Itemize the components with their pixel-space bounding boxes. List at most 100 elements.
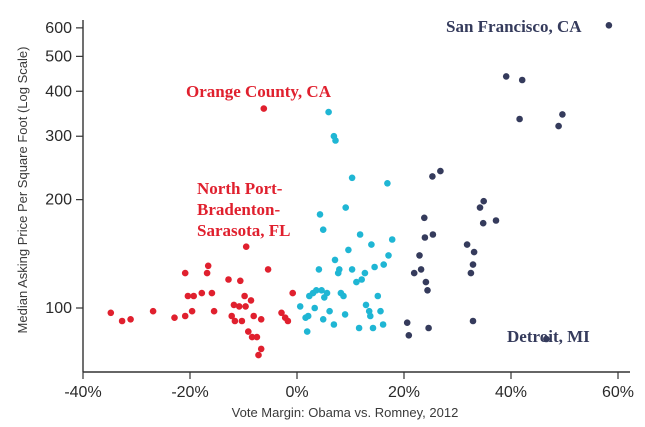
- scatter-point: [502, 73, 510, 80]
- x-axis-ticks: -40% -20% 0% 20% 40% 60%: [64, 372, 634, 401]
- scatter-point: [318, 287, 325, 294]
- scatter-point: [342, 204, 350, 211]
- scatter-point: [470, 248, 478, 256]
- x-tick-label: 20%: [388, 384, 420, 401]
- scatter-point: [421, 234, 429, 241]
- scatter-point: [289, 289, 297, 297]
- scatter-point: [260, 105, 268, 112]
- scatter-point: [516, 115, 523, 123]
- scatter-point: [315, 266, 323, 273]
- scatter-point: [469, 317, 477, 325]
- y-tick-label: 600: [45, 20, 72, 37]
- scatter-point: [208, 289, 216, 297]
- scatter-point: [316, 211, 324, 218]
- scatter-point: [231, 317, 239, 325]
- scatter-point: [345, 246, 352, 254]
- scatter-point: [429, 231, 437, 238]
- scatter-point: [241, 292, 248, 300]
- scatter-point: [311, 304, 319, 312]
- scatter-point: [127, 316, 134, 323]
- annotation-detroit: Detroit, MI: [507, 327, 590, 346]
- scatter-point: [463, 241, 471, 248]
- scatter-point: [325, 108, 332, 116]
- scatter-point: [336, 266, 343, 273]
- y-tick-label: 300: [45, 128, 72, 145]
- scatter-point: [242, 243, 250, 250]
- scatter-point: [247, 297, 255, 304]
- y-tick-label: 500: [45, 48, 72, 65]
- scatter-point: [198, 289, 206, 297]
- scatter-point: [323, 289, 331, 297]
- scatter-point: [429, 173, 436, 180]
- scatter-point: [543, 335, 550, 343]
- scatter-point: [253, 333, 261, 341]
- scatter-point: [278, 309, 285, 317]
- annotation-orange-county: Orange County, CA: [186, 82, 332, 101]
- scatter-point: [479, 219, 487, 227]
- scatter-point: [480, 197, 488, 205]
- scatter-point: [332, 137, 339, 144]
- scatter-point: [340, 292, 347, 300]
- scatter-point: [238, 317, 246, 325]
- scatter-point: [469, 261, 477, 268]
- scatter-point: [225, 276, 232, 283]
- scatter-point: [405, 332, 413, 339]
- scatter-point: [355, 324, 363, 332]
- scatter-point: [422, 278, 430, 286]
- scatter-point: [264, 266, 272, 273]
- scatter-point: [388, 236, 396, 243]
- annotation-north-port-line1: North Port-: [197, 179, 283, 198]
- x-tick-label: 60%: [602, 384, 634, 401]
- scatter-point: [242, 303, 249, 310]
- scatter-point: [358, 276, 366, 283]
- scatter-point: [424, 287, 431, 294]
- y-tick-label: 400: [45, 83, 72, 100]
- scatter-point: [476, 204, 484, 211]
- scatter-point: [362, 301, 370, 309]
- scatter-point: [237, 277, 244, 285]
- scatter-point: [380, 261, 388, 268]
- annotation-north-port-line2: Bradenton-: [197, 200, 280, 219]
- scatter-point: [410, 269, 418, 277]
- scatter-point: [284, 317, 292, 325]
- scatter-point: [371, 263, 378, 271]
- scatter-point: [425, 324, 432, 332]
- scatter-point: [107, 309, 115, 317]
- scatter-point: [248, 333, 256, 341]
- scatter-point: [118, 317, 126, 325]
- scatter-point: [361, 269, 369, 277]
- scatter-point: [304, 312, 312, 320]
- scatter-point: [181, 312, 189, 320]
- scatter-point: [353, 278, 360, 286]
- scatter-point: [348, 174, 356, 182]
- y-axis-ticks: 100 200 300 400 500 600: [45, 20, 83, 317]
- scatter-point: [379, 321, 387, 328]
- scatter-point: [250, 312, 257, 320]
- scatter-point: [437, 167, 444, 175]
- scatter-point: [467, 269, 475, 277]
- scatter-point: [203, 269, 211, 277]
- scatter-point: [204, 262, 212, 270]
- annotation-san-francisco: San Francisco, CA: [446, 17, 582, 36]
- scatter-point: [368, 241, 375, 248]
- scatter-point: [518, 76, 526, 84]
- scatter-point: [171, 314, 178, 322]
- scatter-point: [255, 351, 262, 359]
- scatter-point: [330, 321, 338, 328]
- y-tick-label: 100: [45, 300, 72, 317]
- scatter-point: [296, 303, 304, 310]
- scatter-point: [210, 307, 218, 315]
- scatter-point: [303, 328, 311, 335]
- scatter-point: [257, 316, 265, 323]
- scatter-point: [421, 214, 428, 222]
- scatter-point: [559, 111, 566, 118]
- scatter-point: [369, 324, 377, 332]
- scatter-point: [555, 122, 562, 130]
- scatter-point: [377, 307, 384, 315]
- scatter-point: [341, 311, 349, 318]
- scatter-point: [235, 303, 243, 310]
- scatter-point: [417, 266, 425, 273]
- scatter-point: [348, 266, 356, 273]
- scatter-point: [403, 319, 411, 327]
- x-tick-label: -40%: [64, 384, 101, 401]
